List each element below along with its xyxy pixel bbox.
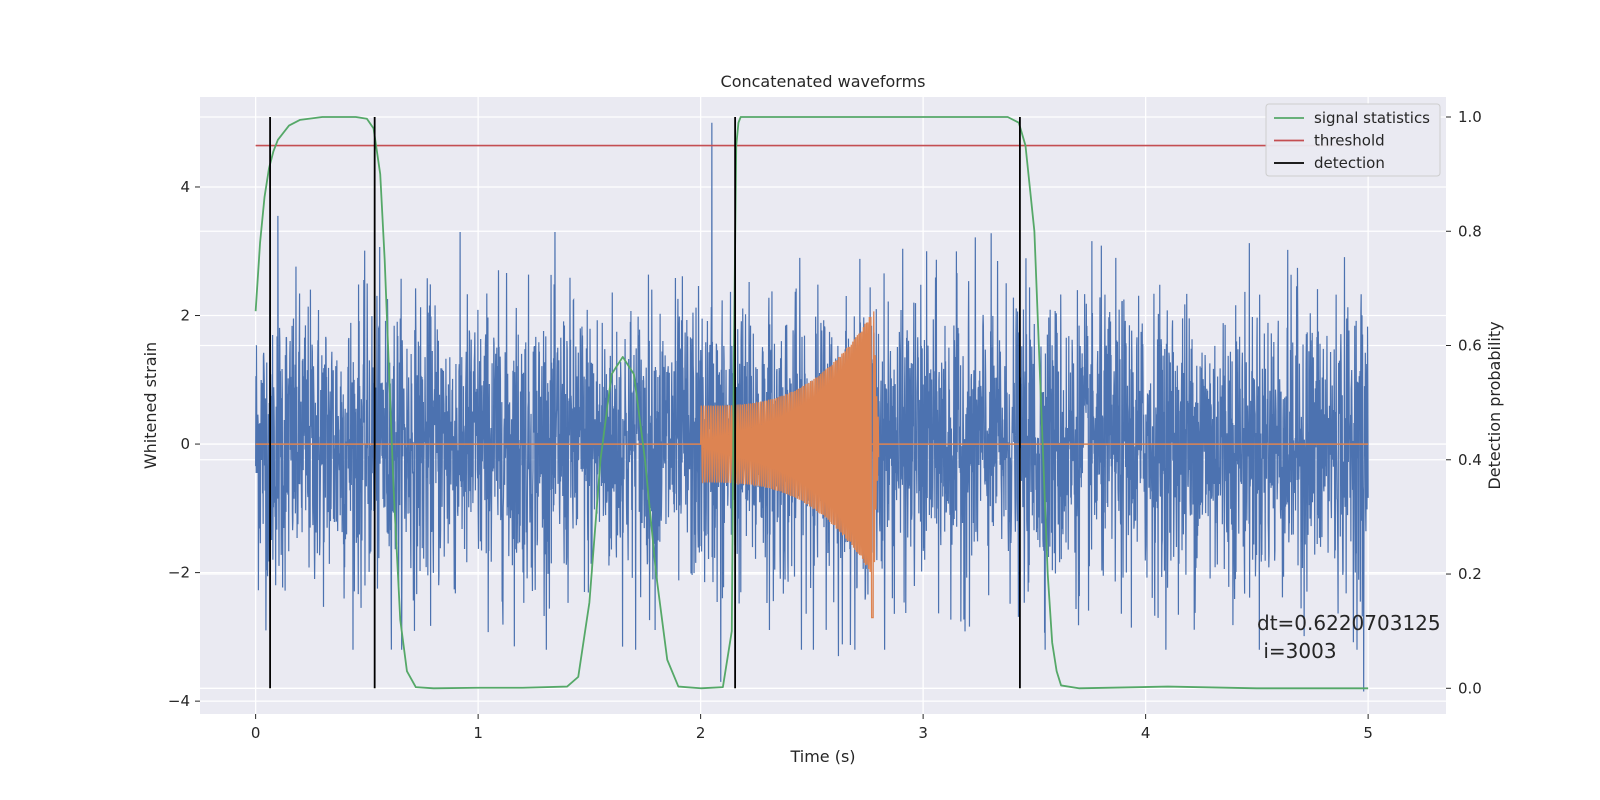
legend-label: threshold bbox=[1314, 132, 1385, 150]
annotation-line: dt=0.6220703125 bbox=[1257, 611, 1441, 635]
y2-tick-label: 0.0 bbox=[1458, 679, 1482, 697]
waveform-series bbox=[699, 311, 880, 619]
y2-ticks: 0.0 0.2 0.4 0.6 0.8 1.0 bbox=[1446, 108, 1482, 697]
chart-title: Concatenated waveforms bbox=[721, 72, 926, 91]
legend-label: signal statistics bbox=[1314, 109, 1430, 127]
signal-statistics-series bbox=[254, 116, 1369, 690]
x-axis-label: Time (s) bbox=[789, 747, 855, 766]
x-ticks: 0 1 2 3 4 5 bbox=[251, 714, 1373, 742]
y2-tick-label: 0.4 bbox=[1458, 451, 1482, 469]
y-tick-label: 0 bbox=[180, 435, 190, 453]
y-axis-label: Whitened strain bbox=[141, 342, 160, 469]
plot-area bbox=[254, 116, 1369, 692]
legend-box bbox=[1265, 103, 1441, 177]
y2-tick-label: 0.6 bbox=[1458, 337, 1482, 355]
annotation-line: i=3003 bbox=[1257, 639, 1337, 663]
x-tick-label: 1 bbox=[473, 724, 483, 742]
x-tick-label: 4 bbox=[1141, 724, 1151, 742]
y2-tick-label: 1.0 bbox=[1458, 108, 1482, 126]
legend: signal statistics threshold detection bbox=[1265, 103, 1441, 177]
y2-axis-label: Detection probability bbox=[1485, 321, 1504, 489]
y-ticks: −4 −2 0 2 4 bbox=[168, 178, 200, 710]
x-tick-label: 5 bbox=[1363, 724, 1373, 742]
annotation-text: dt=0.6220703125 i=3003 bbox=[1257, 611, 1441, 663]
y-tick-label: −4 bbox=[168, 692, 190, 710]
y2-tick-label: 0.2 bbox=[1458, 565, 1482, 583]
y-tick-label: 2 bbox=[180, 307, 190, 325]
y2-tick-label: 0.8 bbox=[1458, 222, 1482, 240]
legend-label: detection bbox=[1314, 154, 1385, 172]
grid bbox=[200, 97, 1446, 714]
x-tick-label: 2 bbox=[696, 724, 706, 742]
x-tick-label: 3 bbox=[918, 724, 928, 742]
y-tick-label: 4 bbox=[180, 178, 190, 196]
x-tick-label: 0 bbox=[251, 724, 261, 742]
y-tick-label: −2 bbox=[168, 564, 190, 582]
